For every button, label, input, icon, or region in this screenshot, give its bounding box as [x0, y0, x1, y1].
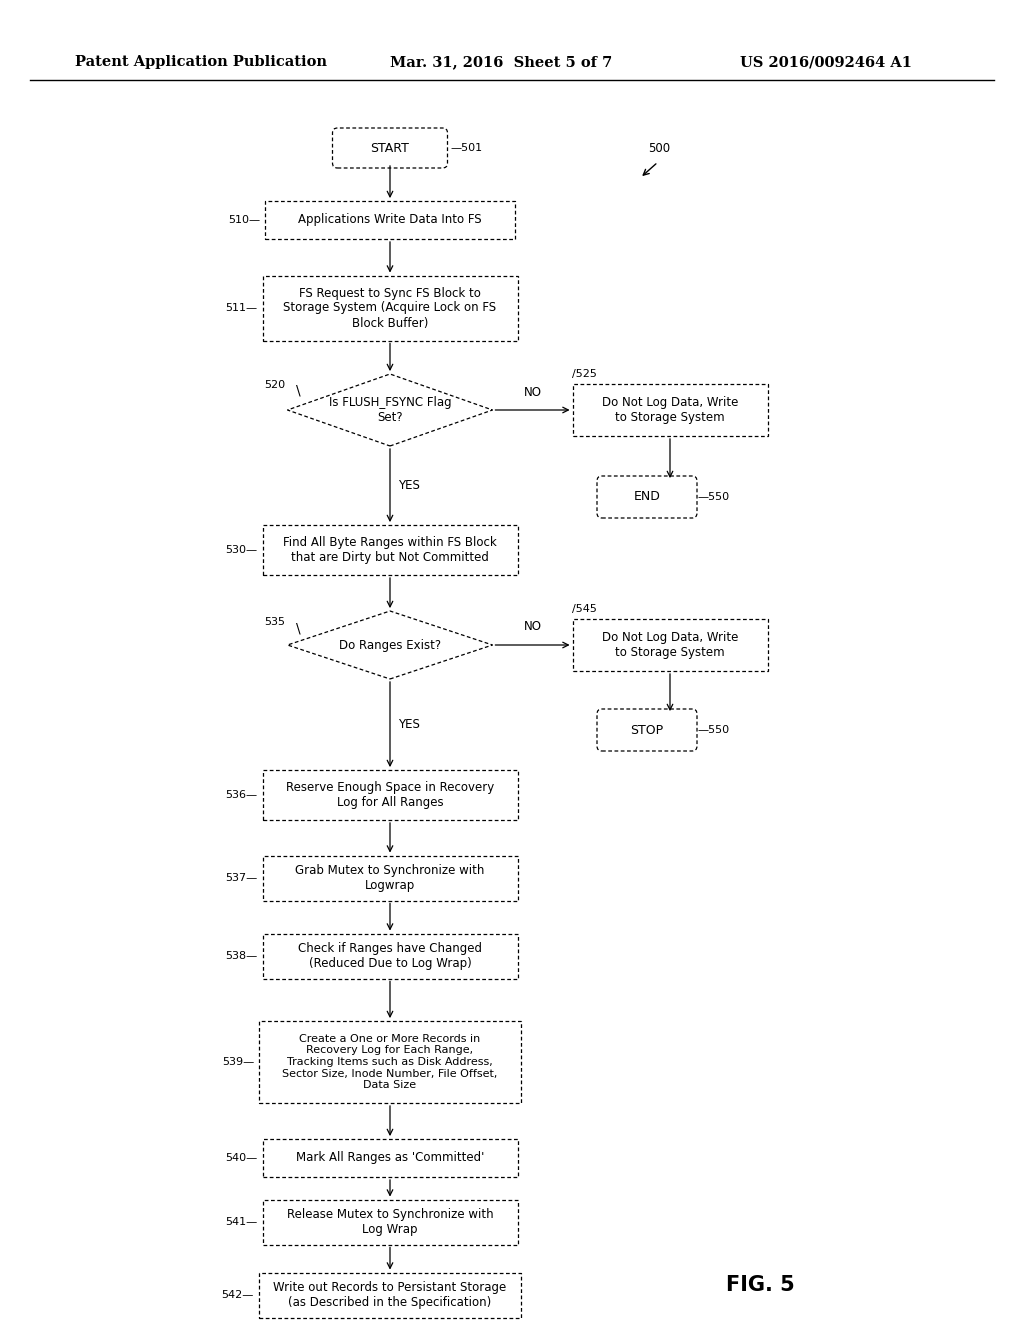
Polygon shape — [288, 611, 493, 678]
FancyBboxPatch shape — [597, 477, 697, 517]
Text: —550: —550 — [697, 725, 729, 735]
Text: Grab Mutex to Synchronize with
Logwrap: Grab Mutex to Synchronize with Logwrap — [295, 865, 484, 892]
Text: Do Ranges Exist?: Do Ranges Exist? — [339, 639, 441, 652]
Text: \: \ — [296, 620, 300, 635]
Bar — [262, 276, 517, 341]
Text: 539—: 539— — [222, 1057, 254, 1067]
Text: FIG. 5: FIG. 5 — [726, 1275, 795, 1295]
Bar — [265, 201, 515, 239]
Text: —501: —501 — [451, 143, 482, 153]
Text: STOP: STOP — [631, 723, 664, 737]
Text: 520: 520 — [264, 380, 286, 389]
Bar — [262, 1139, 517, 1177]
Text: Check if Ranges have Changed
(Reduced Due to Log Wrap): Check if Ranges have Changed (Reduced Du… — [298, 942, 482, 970]
Text: Applications Write Data Into FS: Applications Write Data Into FS — [298, 214, 482, 227]
Text: FS Request to Sync FS Block to
Storage System (Acquire Lock on FS
Block Buffer): FS Request to Sync FS Block to Storage S… — [284, 286, 497, 330]
Text: Release Mutex to Synchronize with
Log Wrap: Release Mutex to Synchronize with Log Wr… — [287, 1208, 494, 1236]
Bar — [259, 1272, 521, 1317]
Text: US 2016/0092464 A1: US 2016/0092464 A1 — [740, 55, 912, 69]
Text: Do Not Log Data, Write
to Storage System: Do Not Log Data, Write to Storage System — [602, 396, 738, 424]
Text: 537—: 537— — [225, 873, 257, 883]
Text: \: \ — [296, 384, 300, 399]
Text: END: END — [634, 491, 660, 503]
Bar — [262, 933, 517, 978]
Bar — [262, 525, 517, 576]
Text: Is FLUSH_FSYNC Flag
Set?: Is FLUSH_FSYNC Flag Set? — [329, 396, 452, 424]
Text: /525: /525 — [572, 370, 597, 379]
Text: 500: 500 — [648, 141, 670, 154]
Bar — [262, 855, 517, 900]
Text: YES: YES — [398, 479, 420, 492]
Text: Find All Byte Ranges within FS Block
that are Dirty but Not Committed: Find All Byte Ranges within FS Block tha… — [283, 536, 497, 564]
Polygon shape — [288, 374, 493, 446]
Text: START: START — [371, 141, 410, 154]
Text: Write out Records to Persistant Storage
(as Described in the Specification): Write out Records to Persistant Storage … — [273, 1280, 507, 1309]
Text: Mar. 31, 2016  Sheet 5 of 7: Mar. 31, 2016 Sheet 5 of 7 — [390, 55, 612, 69]
Text: /545: /545 — [572, 605, 597, 614]
Bar — [259, 1020, 521, 1104]
Text: YES: YES — [398, 718, 420, 731]
Text: Mark All Ranges as 'Committed': Mark All Ranges as 'Committed' — [296, 1151, 484, 1164]
Text: 535: 535 — [264, 616, 286, 627]
FancyBboxPatch shape — [597, 709, 697, 751]
Bar — [572, 384, 768, 436]
Text: Patent Application Publication: Patent Application Publication — [75, 55, 327, 69]
FancyBboxPatch shape — [333, 128, 447, 168]
Text: Reserve Enough Space in Recovery
Log for All Ranges: Reserve Enough Space in Recovery Log for… — [286, 781, 495, 809]
Text: 511—: 511— — [225, 304, 257, 313]
Text: 510—: 510— — [228, 215, 260, 224]
Text: 541—: 541— — [225, 1217, 257, 1228]
Bar — [262, 1200, 517, 1245]
Text: Create a One or More Records in
Recovery Log for Each Range,
Tracking Items such: Create a One or More Records in Recovery… — [283, 1034, 498, 1090]
Text: 530—: 530— — [225, 545, 257, 554]
Bar — [572, 619, 768, 671]
Text: 536—: 536— — [225, 789, 257, 800]
Text: NO: NO — [523, 620, 542, 634]
Text: Do Not Log Data, Write
to Storage System: Do Not Log Data, Write to Storage System — [602, 631, 738, 659]
Text: NO: NO — [523, 385, 542, 399]
Text: 538—: 538— — [225, 950, 257, 961]
Text: 540—: 540— — [225, 1152, 257, 1163]
Bar — [262, 770, 517, 820]
Text: —550: —550 — [697, 492, 729, 502]
Text: 542—: 542— — [221, 1290, 254, 1300]
